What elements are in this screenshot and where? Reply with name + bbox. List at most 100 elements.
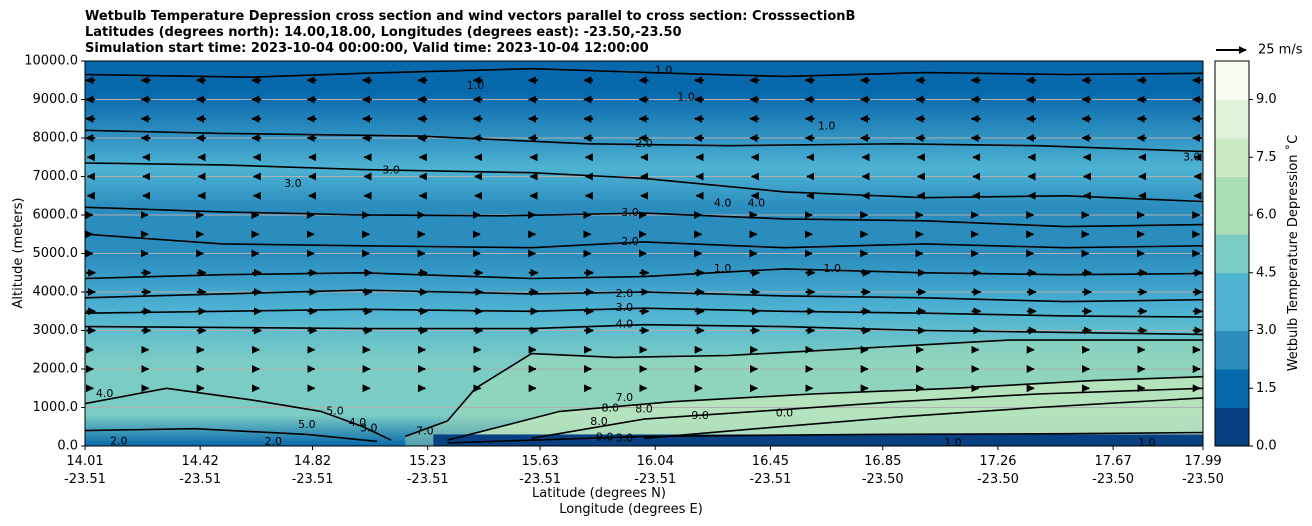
y-tick-label: 3000.0: [33, 323, 79, 338]
x-tick-label-lat: 14.42: [182, 454, 219, 469]
contour-label: 5.0: [326, 404, 344, 417]
contour-label: 2.0: [110, 434, 128, 447]
contour-label: 1.0: [944, 436, 962, 449]
y-tick-label: 6000.0: [33, 208, 79, 223]
colorbar-band: [1215, 330, 1249, 351]
contour-label: 3.0: [1183, 150, 1201, 163]
colorbar-frame: [1214, 60, 1250, 447]
title-line-1: Wetbulb Temperature Depression cross sec…: [85, 9, 856, 24]
contour-label: 8.0: [602, 401, 620, 414]
x-tick-label-lon: -23.51: [179, 472, 221, 487]
contour-line-7.0: [447, 375, 1203, 441]
y-tick-label: 4000.0: [33, 285, 79, 300]
y-tick-label: 10000.0: [24, 54, 78, 69]
contour-line-2.0: [85, 233, 1203, 249]
colorbar-band: [1215, 272, 1249, 293]
y-axis-label: Altitude (meters): [11, 198, 26, 309]
contour-label: 3.0: [382, 164, 400, 177]
colorbar-band: [1215, 99, 1249, 120]
colorbar-band: [1215, 80, 1249, 100]
x-tick-label-lon: -23.50: [1182, 472, 1224, 487]
axes: 0.0 1000.0 2000.0 3000.0 4000.0 5000.0 6000.0 7…: [11, 54, 1224, 518]
contour-line-4.0: [85, 323, 1203, 336]
chart-title: Wetbulb Temperature Depression cross sec…: [85, 9, 855, 57]
colorbar: 0.0 1.5 3.0 4.5 6.0 7.5 9.0 Wetbulb Temperature…: [1214, 43, 1303, 454]
y-tick-label: 1000.0: [33, 400, 79, 415]
x-tick-label-lat: 15.23: [409, 454, 446, 469]
colorbar-band: [1215, 253, 1249, 274]
x-axis-label-lat: Latitude (degrees N): [532, 486, 666, 501]
contour-label: 1.0: [655, 64, 673, 77]
x-tick-label-lat: 16.04: [637, 454, 674, 469]
y-tick-label: 9000.0: [33, 92, 79, 107]
contour-label: 3.0: [284, 177, 302, 190]
contour-line-4.0: [85, 387, 392, 441]
contour-line-8.0: [531, 387, 1203, 440]
contour-label: 4.0: [349, 416, 367, 429]
plot-clip-group: 1.01.01.01.02.03.03.03.04.0 4.03.02.01.0 1…: [85, 61, 1203, 449]
contour-label: 2.0: [616, 287, 634, 300]
colorbar-band: [1215, 369, 1249, 389]
y-tick-label: 7000.0: [33, 169, 79, 184]
contour-label: 2.0: [264, 435, 282, 448]
x-tick-label-lat: 14.82: [294, 454, 331, 469]
x-tick-label-lat: 17.26: [979, 454, 1016, 469]
plot-area: 1.01.01.01.02.03.03.03.04.0 4.03.02.01.0 1…: [85, 61, 1203, 449]
x-tick-label-lat: 17.67: [1095, 454, 1132, 469]
contour-label: 0.0: [776, 406, 794, 419]
colorbar-band: [1215, 61, 1249, 81]
y-tick-label: 8000.0: [33, 131, 79, 146]
colorbar-tick-label: 0.0: [1256, 439, 1277, 454]
surface-band: [433, 434, 1203, 446]
colorbar-band: [1215, 426, 1249, 447]
x-tick-label-lat: 16.85: [864, 454, 901, 469]
x-tick-label-lon: -23.51: [292, 472, 334, 487]
warm-plume-fill: [447, 376, 1203, 446]
y-tick-label: 0.0: [57, 439, 78, 454]
x-tick-label-lon: -23.51: [519, 472, 561, 487]
colorbar-band: [1215, 215, 1249, 235]
colorbar-tick-label: 1.5: [1256, 381, 1277, 396]
colorbar-band: [1215, 157, 1249, 177]
contour-label: 2.0: [635, 137, 653, 150]
colorbar-band: [1215, 349, 1249, 370]
title-line-3: Simulation start time: 2023-10-04 00:00:…: [85, 41, 649, 56]
contour-label: 3.0: [360, 422, 378, 435]
contour-line-3.0: [85, 427, 378, 443]
colorbar-band: [1215, 138, 1249, 158]
contour-label: 5.0: [298, 418, 316, 431]
colorbar-label: Wetbulb Temperature Depression ˚C: [1285, 135, 1301, 372]
colorbar-tick-label: 4.5: [1256, 265, 1277, 280]
colorbar-band: [1215, 176, 1249, 197]
contour-line-9.0: [643, 397, 1203, 440]
colorbar-tick-label: 9.0: [1256, 92, 1277, 107]
contour-label: 3.0: [616, 301, 634, 314]
colorbar-band: [1215, 234, 1249, 254]
contour-label: 1.0: [677, 91, 695, 104]
colorbar-band: [1215, 407, 1249, 428]
contour-label: 1.0: [714, 262, 732, 275]
contour-label: 3.0: [621, 206, 639, 219]
colorbar-band: [1215, 292, 1249, 312]
contour-label: 1.0: [467, 79, 485, 92]
x-tick-label-lon: -23.51: [634, 472, 676, 487]
colorbar-tick-label: 3.0: [1256, 323, 1277, 338]
x-tick-label-lat: 17.99: [1184, 454, 1221, 469]
x-tick-label-lon: -23.50: [862, 472, 904, 487]
title-line-2: Latitudes (degrees north): 14.00,18.00, …: [85, 25, 682, 40]
colorbar-tick-label: 7.5: [1256, 150, 1277, 165]
contour-label: 1.0: [818, 119, 836, 132]
contour-line-1.0: [447, 431, 1203, 444]
y-tick-label: 2000.0: [33, 362, 79, 377]
contour-label: 4.0: [616, 318, 634, 331]
colorbar-band: [1215, 388, 1249, 408]
x-tick-label-lat: 15.63: [521, 454, 558, 469]
contour-label: 7.0: [616, 391, 634, 404]
contour-line-2.0: [85, 129, 1203, 153]
y-tick-label: 5000.0: [33, 246, 79, 261]
contour-line-5.0: [404, 339, 1203, 438]
contour-label: 8.0: [590, 415, 608, 428]
colorbar-band: [1215, 195, 1249, 216]
contour-label: 4.0: [96, 387, 114, 400]
